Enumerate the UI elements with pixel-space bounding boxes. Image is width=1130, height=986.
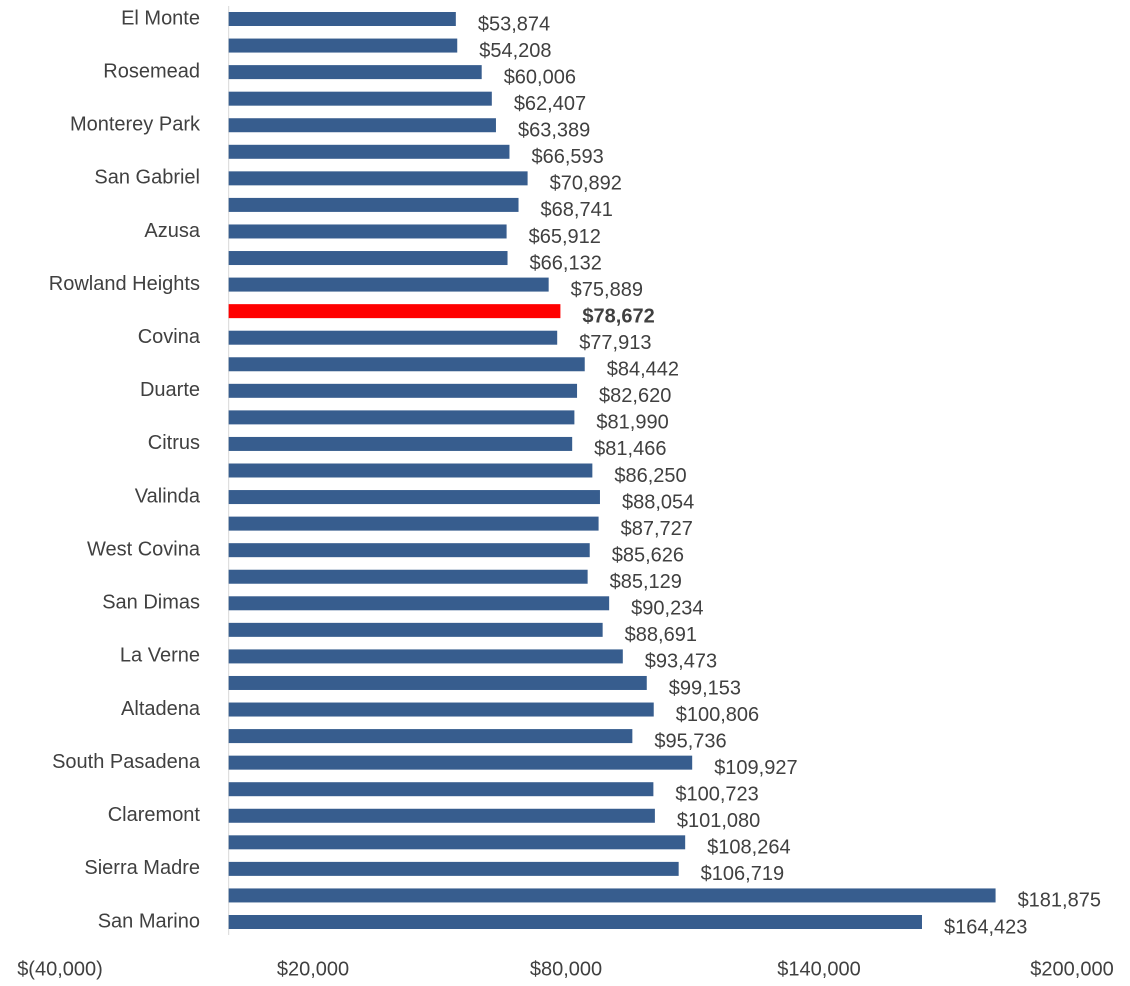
data-label: $88,691 xyxy=(625,624,697,646)
bar xyxy=(228,330,558,345)
data-label: $66,132 xyxy=(530,252,602,274)
bar xyxy=(228,835,686,850)
x-tick-label: $200,000 xyxy=(1030,958,1113,980)
y-tick-label: San Dimas xyxy=(102,592,200,614)
data-label: $95,736 xyxy=(654,730,726,752)
bar xyxy=(228,118,496,133)
data-label: $70,892 xyxy=(550,173,622,195)
bar xyxy=(228,463,593,478)
bar xyxy=(228,490,600,505)
y-tick-label: San Marino xyxy=(98,910,200,932)
y-tick-label: Azusa xyxy=(144,220,200,242)
data-label: $53,874 xyxy=(478,13,550,35)
data-label: $85,129 xyxy=(610,571,682,593)
data-label: $82,620 xyxy=(599,385,671,407)
data-label: $106,719 xyxy=(701,863,784,885)
bar xyxy=(228,649,623,664)
y-tick-label: Rowland Heights xyxy=(49,273,200,295)
y-tick-label: South Pasadena xyxy=(52,751,201,773)
y-tick-label: Monterey Park xyxy=(70,114,201,136)
bar xyxy=(228,915,922,929)
data-label: $181,875 xyxy=(1018,890,1101,912)
data-label: $90,234 xyxy=(631,598,703,620)
bar xyxy=(228,383,578,398)
y-tick-label: Valinda xyxy=(135,485,201,507)
bar xyxy=(228,755,693,770)
y-tick-label: La Verne xyxy=(120,645,200,667)
bar xyxy=(228,91,492,106)
data-label: $88,054 xyxy=(622,491,694,513)
data-label: $81,466 xyxy=(594,438,666,460)
y-tick-label: San Gabriel xyxy=(94,167,200,189)
bar xyxy=(228,622,603,637)
bar xyxy=(228,569,588,584)
data-label: $63,389 xyxy=(518,120,590,142)
bar xyxy=(228,12,456,26)
data-label: $81,990 xyxy=(596,412,668,434)
bar xyxy=(228,516,599,531)
bar xyxy=(228,277,549,292)
data-label: $93,473 xyxy=(645,651,717,673)
y-tick-label: Sierra Madre xyxy=(84,857,200,879)
bar xyxy=(228,251,508,266)
x-tick-label: $80,000 xyxy=(530,958,602,980)
x-tick-label: $(40,000) xyxy=(17,958,103,980)
data-label: $99,153 xyxy=(669,677,741,699)
data-label: $87,727 xyxy=(621,518,693,540)
x-tick-label: $20,000 xyxy=(277,958,349,980)
bar xyxy=(228,197,519,212)
data-label: $78,672 xyxy=(582,305,654,327)
bar xyxy=(228,702,654,717)
data-label: $68,741 xyxy=(541,199,613,221)
y-tick-label: Covina xyxy=(138,326,201,348)
data-label: $84,442 xyxy=(607,359,679,381)
bar xyxy=(228,38,458,53)
data-label: $77,913 xyxy=(579,332,651,354)
data-label: $109,927 xyxy=(714,757,797,779)
data-label: $101,080 xyxy=(677,810,760,832)
bar xyxy=(228,861,679,876)
bar xyxy=(228,596,610,611)
data-label: $100,806 xyxy=(676,704,759,726)
bar xyxy=(228,675,647,690)
bar xyxy=(228,144,510,159)
y-tick-label: Duarte xyxy=(140,379,200,401)
y-tick-label: El Monte xyxy=(121,7,200,29)
data-label: $75,889 xyxy=(571,279,643,301)
data-label: $108,264 xyxy=(707,837,790,859)
bar xyxy=(228,729,633,744)
bar xyxy=(228,888,996,903)
data-label: $86,250 xyxy=(614,465,686,487)
bar xyxy=(228,808,655,823)
data-label: $62,407 xyxy=(514,93,586,115)
bar xyxy=(228,65,482,80)
y-tick-label: Citrus xyxy=(148,432,200,454)
y-tick-label: West Covina xyxy=(87,538,201,560)
bar xyxy=(228,224,507,239)
data-label: $65,912 xyxy=(529,226,601,248)
x-tick-label: $140,000 xyxy=(777,958,860,980)
y-tick-label: Rosemead xyxy=(103,60,200,82)
data-label: $60,006 xyxy=(504,66,576,88)
bar xyxy=(228,304,561,319)
bar xyxy=(228,171,528,186)
y-tick-label: Claremont xyxy=(108,804,201,826)
data-label: $164,423 xyxy=(944,916,1027,938)
data-label: $85,626 xyxy=(612,544,684,566)
bar xyxy=(228,543,590,558)
data-label: $54,208 xyxy=(479,40,551,62)
y-tick-label: Altadena xyxy=(121,698,201,720)
bar xyxy=(228,782,654,797)
bar xyxy=(228,410,575,425)
bar xyxy=(228,436,573,451)
bar xyxy=(228,357,585,372)
data-label: $66,593 xyxy=(531,146,603,168)
data-label: $100,723 xyxy=(675,783,758,805)
